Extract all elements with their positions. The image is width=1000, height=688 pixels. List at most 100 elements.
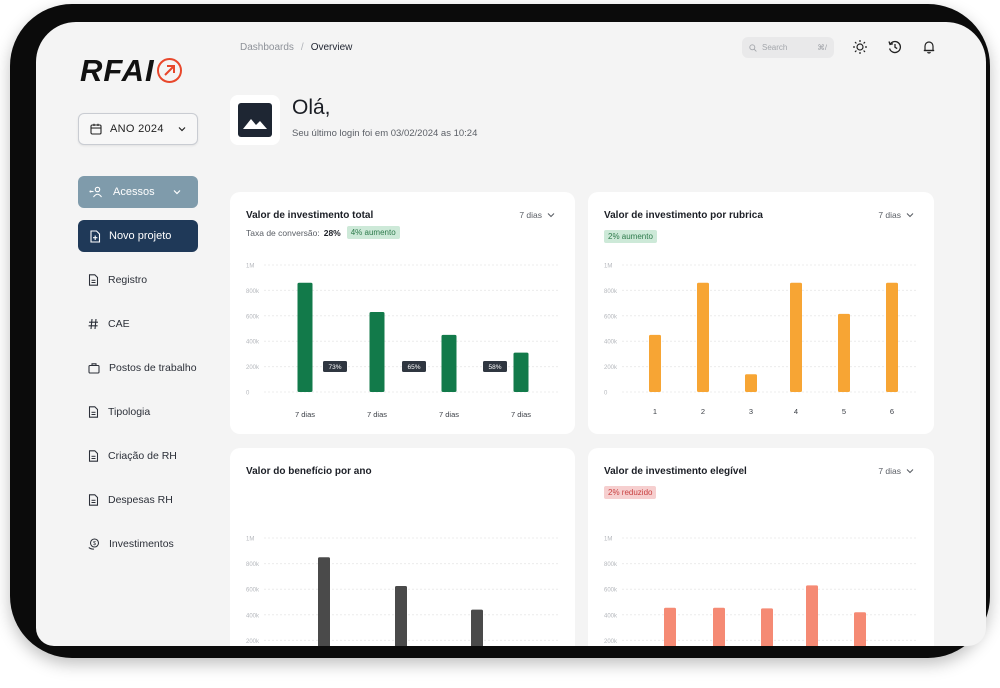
bar[interactable] [713, 607, 725, 646]
chart-card-beneficio-ano: 1M 800k 600k 400k 200k 0 Valor do benefício p… [230, 448, 575, 646]
x-tick-label: 1 [653, 407, 657, 416]
bar[interactable] [838, 313, 850, 392]
sun-icon[interactable] [852, 39, 868, 55]
y-tick-label: 1M [604, 537, 612, 543]
year-select[interactable]: ANO 2024 [78, 113, 198, 145]
conversion-tag-label: 58% [488, 364, 501, 371]
conversion-tag [323, 361, 347, 372]
y-tick-label: 800k [604, 562, 618, 568]
y-tick-label: 0 [604, 391, 608, 397]
chart-investimento-total: 1M 800k 600k 400k 200k 0 7 dias 7 dias 7 dias 7 d… [246, 264, 558, 419]
breadcrumb-dashboards[interactable]: Dashboards [240, 42, 294, 53]
money-icon: $ [88, 538, 100, 550]
bar[interactable] [664, 607, 676, 646]
y-tick-label: 1M [246, 537, 254, 543]
bar[interactable] [745, 374, 757, 392]
period-select[interactable]: 7 dias [878, 466, 914, 476]
bar[interactable] [318, 557, 330, 646]
y-tick-label: 1M [604, 264, 612, 270]
sidebar-item-label: Registro [108, 274, 148, 286]
svg-text:$: $ [93, 541, 96, 547]
bell-icon[interactable] [921, 39, 937, 55]
bar[interactable] [395, 586, 407, 646]
bar[interactable] [806, 585, 818, 646]
x-tick-label: 3 [749, 407, 753, 416]
bar[interactable] [471, 609, 483, 646]
period-select[interactable]: 7 dias [878, 210, 914, 220]
search-input[interactable]: Search ⌘/ [742, 37, 834, 58]
acessos-label: Acessos [113, 186, 155, 198]
bar[interactable] [369, 311, 385, 392]
y-tick-label: 400k [246, 340, 260, 346]
period-label: 7 dias [878, 210, 901, 220]
avatar[interactable] [230, 95, 280, 145]
bar[interactable] [513, 352, 529, 392]
x-tick-label: 7 dias [511, 410, 531, 419]
file-icon [88, 406, 99, 418]
bar[interactable] [649, 334, 661, 392]
bar[interactable] [697, 282, 709, 392]
x-tick-label: 7 dias [295, 410, 315, 419]
sidebar-item-label: Criação de RH [108, 450, 177, 462]
chart-title: Valor de investimento elegível [604, 466, 747, 477]
sidebar-item-label: Tipologia [108, 406, 151, 418]
bar[interactable] [761, 608, 773, 646]
chart-investimento-rubrica: 1M 800k 600k 400k 200k 0 1 2 3 4 5 6 [604, 264, 918, 416]
sidebar-item-investimentos[interactable]: $ Investimentos [88, 534, 174, 554]
chevron-down-icon [178, 127, 186, 132]
search-icon [749, 43, 757, 52]
bar[interactable] [441, 334, 457, 392]
sidebar-item-label: Investimentos [109, 538, 174, 550]
bar[interactable] [854, 612, 866, 646]
chevron-down-icon [173, 190, 181, 195]
y-tick-label: 600k [604, 314, 618, 320]
conversion-label: Taxa de conversão: [246, 227, 320, 238]
y-tick-label: 400k [604, 340, 618, 346]
y-tick-label: 600k [246, 314, 260, 320]
sidebar: RFAI ANO 2024 Acessos Novo projeto [36, 22, 221, 646]
sidebar-item-label: Postos de trabalho [109, 362, 197, 374]
search-shortcut: ⌘/ [817, 43, 827, 52]
hash-icon [88, 318, 98, 330]
bar[interactable] [297, 282, 313, 392]
period-label: 7 dias [878, 466, 901, 476]
period-select[interactable]: 7 dias [519, 210, 555, 220]
logo[interactable]: RFAI [80, 52, 182, 88]
novo-projeto-button[interactable]: Novo projeto [78, 220, 198, 252]
sidebar-item-tipologia[interactable]: Tipologia [88, 402, 150, 422]
last-login-text: Seu último login foi em 03/02/2024 as 10… [292, 128, 478, 139]
status-badge: 4% aumento [346, 226, 400, 239]
sidebar-item-label: Despesas RH [108, 494, 173, 506]
x-tick-label: 6 [890, 407, 894, 416]
briefcase-icon [88, 363, 100, 374]
bar[interactable] [790, 282, 802, 392]
x-tick-label: 5 [842, 407, 846, 416]
conversion-value: 28% [323, 227, 341, 238]
search-placeholder: Search [762, 43, 788, 52]
conversion-row: Taxa de conversão: 28% 4% aumento [246, 226, 400, 239]
chart-title: Valor de investimento total [246, 210, 374, 221]
sidebar-item-despesas-rh[interactable]: Despesas RH [88, 490, 173, 510]
y-tick-label: 1M [246, 264, 254, 270]
history-icon[interactable] [887, 39, 903, 55]
y-tick-label: 200k [604, 365, 618, 371]
calendar-icon [90, 123, 102, 135]
bar[interactable] [886, 282, 898, 392]
breadcrumb-overview: Overview [310, 42, 353, 53]
greeting-title: Olá, [292, 96, 331, 119]
novo-projeto-label: Novo projeto [109, 230, 172, 242]
x-tick-label: 7 dias [367, 410, 387, 419]
file-icon [88, 494, 99, 506]
y-tick-label: 400k [604, 613, 618, 619]
device-frame: RFAI ANO 2024 Acessos Novo projeto [10, 4, 990, 658]
arrow-up-right-icon [156, 57, 182, 83]
acessos-button[interactable]: Acessos [78, 176, 198, 208]
sidebar-item-postos-de-trabalho[interactable]: Postos de trabalho [88, 358, 197, 378]
year-select-label: ANO 2024 [110, 123, 164, 135]
chart-card-investimento-rubrica: 1M 800k 600k 400k 200k 0 1 2 3 4 5 6 Valor de inves… [588, 192, 934, 434]
sidebar-item-cae[interactable]: CAE [88, 314, 130, 334]
chevron-down-icon [906, 469, 914, 474]
file-icon [88, 450, 99, 462]
sidebar-item-registro[interactable]: Registro [88, 270, 147, 290]
sidebar-item-criacao-de-rh[interactable]: Criação de RH [88, 446, 177, 466]
